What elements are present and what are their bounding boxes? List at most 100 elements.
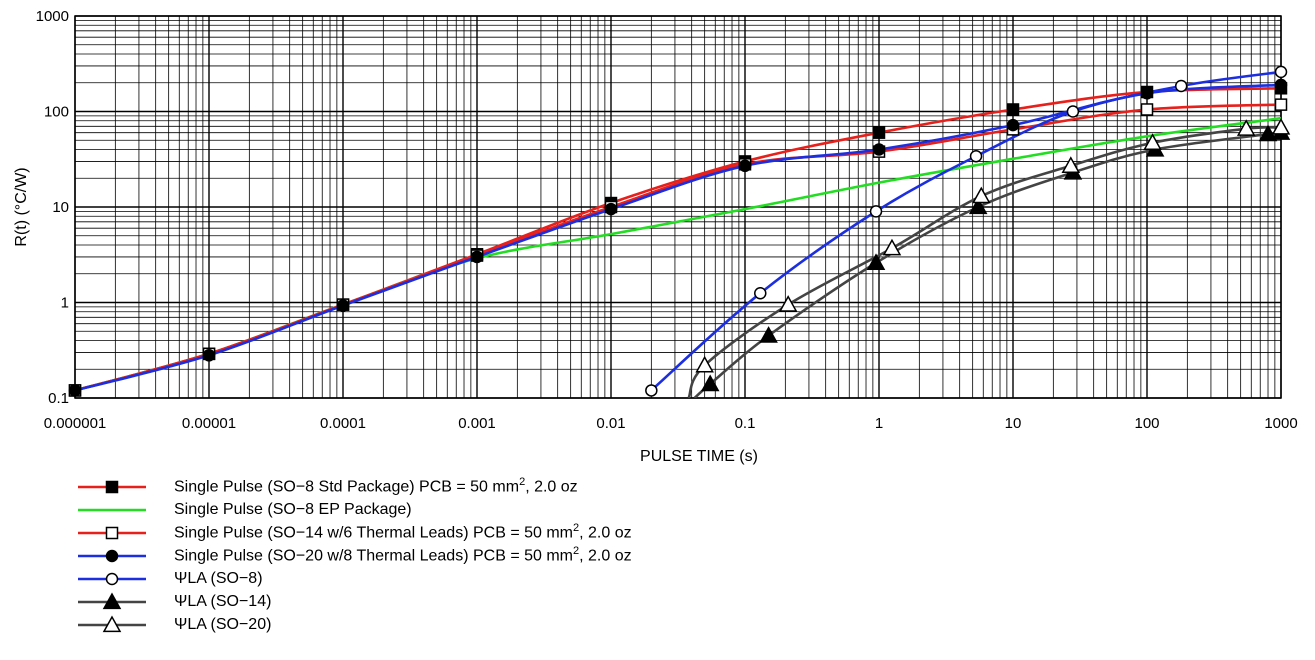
- legend-label-text: Single Pulse (SO−8 EP Package): [174, 500, 412, 518]
- series-2-point: [1274, 98, 1288, 111]
- series-3-point: [1140, 87, 1154, 100]
- legend-label-text: Single Pulse (SO−20 w/8 Thermal Leads) P…: [174, 547, 573, 565]
- y-tick-label: 1000: [36, 8, 69, 25]
- x-tick-label: 0.001: [458, 415, 496, 432]
- series-6-point: [972, 186, 991, 204]
- x-tick-label: 0.01: [596, 415, 625, 432]
- y-axis-title: R(t) (°C/W): [13, 167, 30, 246]
- x-tick-label: 0.0001: [320, 415, 366, 432]
- series-line-0: [75, 87, 1281, 392]
- legend-marker: [102, 592, 122, 610]
- legend-marker: [105, 549, 119, 563]
- series-markers: [68, 65, 1291, 397]
- series-4-point: [1174, 79, 1188, 93]
- series-4-point: [1274, 65, 1288, 79]
- legend-swatch: [78, 572, 146, 586]
- series-6-point: [695, 355, 714, 373]
- legend-swatch: [78, 508, 146, 512]
- legend-label-suffix: , 2.0 oz: [579, 524, 632, 542]
- legend-marker: [102, 615, 122, 633]
- legend-label-superscript: 2: [573, 522, 580, 535]
- series-6-point: [1061, 156, 1081, 173]
- chart-legend: Single Pulse (SO−8 Std Package) PCB = 50…: [76, 475, 632, 636]
- series-5-point: [1258, 124, 1278, 142]
- series-4-point: [1066, 105, 1080, 118]
- x-tick-label: 100: [1134, 415, 1159, 432]
- x-tick-label: 0.00001: [182, 415, 236, 432]
- x-tick-label: 0.000001: [44, 415, 107, 432]
- legend-label-text: ΨLA (SO−8): [174, 569, 263, 587]
- series-6-point: [1271, 117, 1291, 135]
- legend-label: Single Pulse (SO−14 w/6 Thermal Leads) P…: [174, 522, 632, 542]
- x-tick-label: 1: [875, 415, 883, 432]
- series-4-point: [754, 286, 767, 300]
- series-line-6: [687, 125, 1281, 398]
- legend-swatch: [78, 526, 146, 540]
- series-6-point: [1236, 119, 1256, 136]
- legend-swatch: [78, 480, 146, 494]
- series-0-point: [872, 126, 886, 139]
- legend-item: Single Pulse (SO−14 w/6 Thermal Leads) P…: [76, 521, 632, 544]
- legend-label: ΨLA (SO−14): [174, 593, 271, 611]
- series-line-2: [75, 103, 1281, 392]
- legend-marker: [105, 480, 119, 494]
- legend-swatch: [78, 615, 146, 633]
- legend-swatch: [78, 549, 146, 563]
- legend-marker: [105, 526, 119, 540]
- legend-label: Single Pulse (SO−8 EP Package): [174, 501, 412, 519]
- series-4-point: [869, 205, 883, 218]
- legend-label: Single Pulse (SO−20 w/8 Thermal Leads) P…: [174, 545, 632, 565]
- series-2-point: [1140, 103, 1154, 116]
- legend-label: ΨLA (SO−20): [174, 616, 271, 634]
- x-axis-title: PULSE TIME (s): [640, 448, 758, 465]
- series-3-point: [1274, 78, 1288, 92]
- x-tick-label: 1000: [1264, 415, 1297, 432]
- legend-label-text: Single Pulse (SO−14 w/6 Thermal Leads) P…: [174, 524, 573, 542]
- legend-item: ΨLA (SO−20): [76, 613, 632, 636]
- series-6-point: [1143, 133, 1162, 150]
- series-6-point: [778, 295, 798, 312]
- series-3-point: [1006, 118, 1020, 132]
- legend-label-superscript: 2: [573, 545, 580, 558]
- series-4-point: [645, 384, 658, 397]
- x-tick-label: 10: [1005, 415, 1022, 432]
- y-tick-label: 1: [61, 295, 69, 312]
- x-tick-label: 0.1: [735, 415, 756, 432]
- series-3-point: [872, 143, 886, 156]
- series-line-5: [693, 131, 1281, 398]
- series-6-point: [882, 238, 902, 256]
- x-tick-labels: 0.000001 0.00001 0.0001 0.001 0.01 0.1 1 10 100 1…: [44, 415, 1298, 432]
- legend-label-suffix: , 2.0 oz: [525, 478, 578, 496]
- legend-item: Single Pulse (SO−8 EP Package): [76, 498, 632, 521]
- y-tick-labels: 0.1 1 10 100 1000: [36, 8, 69, 407]
- series-line-1: [75, 116, 1281, 392]
- y-tick-label: 100: [44, 104, 69, 121]
- legend-label: Single Pulse (SO−8 Std Package) PCB = 50…: [174, 476, 578, 496]
- series-0-point: [1006, 103, 1020, 116]
- series-3-point: [68, 384, 82, 397]
- legend-label-text: ΨLA (SO−14): [174, 592, 272, 610]
- series-4-point: [969, 149, 983, 163]
- series-5-point: [759, 326, 778, 343]
- series-5-point: [700, 374, 720, 392]
- y-tick-label: 10: [52, 199, 69, 216]
- legend-item: Single Pulse (SO−20 w/8 Thermal Leads) P…: [76, 544, 632, 567]
- legend-swatch: [78, 592, 146, 610]
- legend-item: ΨLA (SO−8): [76, 567, 632, 590]
- series-line-3: [75, 83, 1281, 392]
- legend-label-suffix: , 2.0 oz: [579, 547, 632, 565]
- series-3-point: [738, 159, 752, 173]
- series-3-point: [470, 250, 484, 264]
- legend-label: ΨLA (SO−8): [174, 570, 263, 588]
- series-line-4: [650, 70, 1281, 392]
- legend-label-text: ΨLA (SO−20): [174, 615, 272, 633]
- y-tick-label: 0.1: [48, 390, 69, 407]
- legend-label-text: Single Pulse (SO−8 Std Package) PCB = 50…: [174, 478, 520, 496]
- series-3-point: [604, 202, 618, 216]
- legend-marker: [105, 572, 119, 586]
- series-5-point: [866, 253, 886, 271]
- plot-frame: [74, 15, 1282, 399]
- series-5-point: [968, 197, 988, 215]
- legend-label-superscript: 2: [519, 476, 526, 489]
